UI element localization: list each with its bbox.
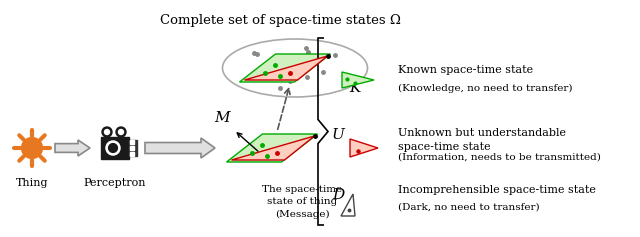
Text: The space-time
state of thing
(Message): The space-time state of thing (Message) xyxy=(262,185,342,219)
Polygon shape xyxy=(341,194,355,216)
Text: (Knowledge, no need to transfer): (Knowledge, no need to transfer) xyxy=(398,83,573,93)
Circle shape xyxy=(116,127,126,137)
Polygon shape xyxy=(342,72,374,88)
Polygon shape xyxy=(55,140,90,156)
Text: Known space-time state: Known space-time state xyxy=(398,65,533,75)
Bar xyxy=(130,140,134,144)
Circle shape xyxy=(104,129,109,135)
Polygon shape xyxy=(145,138,215,158)
Ellipse shape xyxy=(223,39,367,97)
Text: Incomprehensible space-time state: Incomprehensible space-time state xyxy=(398,185,596,195)
Text: M: M xyxy=(214,111,230,125)
Text: Thing: Thing xyxy=(16,178,48,188)
Polygon shape xyxy=(239,54,330,82)
Bar xyxy=(129,140,137,156)
Text: Unknown but understandable
space-time state: Unknown but understandable space-time st… xyxy=(398,128,566,152)
Circle shape xyxy=(118,129,124,135)
Text: K: K xyxy=(349,81,361,95)
Text: Perceptron: Perceptron xyxy=(84,178,147,188)
Polygon shape xyxy=(232,136,314,160)
Text: U: U xyxy=(332,128,344,142)
Bar xyxy=(130,146,134,150)
Circle shape xyxy=(109,144,117,152)
Polygon shape xyxy=(244,56,328,80)
Text: (Dark, no need to transfer): (Dark, no need to transfer) xyxy=(398,202,540,211)
Bar xyxy=(130,152,134,156)
Text: (Information, needs to be transmitted): (Information, needs to be transmitted) xyxy=(398,152,601,161)
Circle shape xyxy=(22,137,42,159)
Text: D: D xyxy=(332,188,344,202)
Circle shape xyxy=(106,141,120,155)
Polygon shape xyxy=(227,134,317,162)
Bar xyxy=(101,137,129,159)
Text: Complete set of space-time states Ω: Complete set of space-time states Ω xyxy=(159,14,401,27)
Polygon shape xyxy=(350,139,378,157)
Circle shape xyxy=(102,127,112,137)
